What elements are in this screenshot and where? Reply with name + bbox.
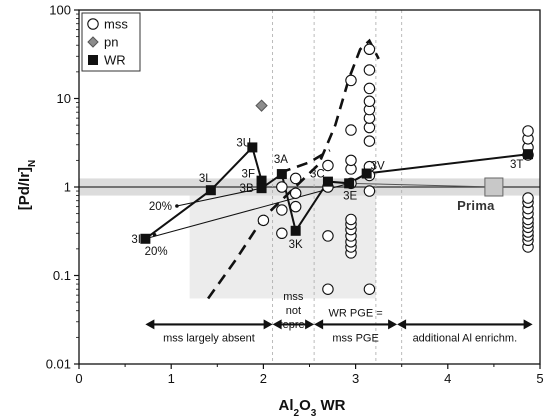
wr-label-3U: 3U	[236, 137, 251, 149]
axes-layer: 0 1 2 3 4 5 0.01 0.1 1 10 100	[46, 3, 544, 387]
wr-point-3T	[523, 149, 534, 160]
wr-label-3V: 3V	[371, 161, 385, 173]
mss-point-1	[276, 227, 288, 240]
mixing-line-upper	[176, 187, 262, 207]
mss-point-7	[322, 283, 334, 295]
legend-marker-pn	[87, 36, 99, 48]
region-label-bg-2	[410, 330, 519, 345]
wr-point-3I	[140, 233, 151, 244]
region-label-bg-1	[167, 330, 252, 345]
legend-label-pn: pn	[104, 35, 118, 50]
mss-point-27	[363, 135, 376, 147]
x-tick-label-2: 2	[260, 371, 267, 386]
wr-label-3F: 3F	[242, 169, 255, 181]
pct-dot-1	[152, 233, 157, 237]
pct-label-1: 20%	[145, 246, 168, 258]
mss-point-17	[345, 213, 357, 226]
region-label-c-1: mss PGE	[332, 332, 378, 344]
y-tick-label-1: 0.1	[53, 268, 71, 283]
region-arrow-left-1	[145, 319, 155, 330]
x-tick-label-3: 3	[352, 371, 359, 386]
legend-label-wr: WR	[104, 53, 126, 68]
legend-label-mss: mss	[104, 17, 128, 32]
mss-point-20	[345, 154, 357, 167]
mss-point-23	[363, 283, 376, 295]
labels-layer: 3I 3L 3U 3F 3B 3A 3K 3C 3E 3V 3T 20% 20% Prima mss lar…	[81, 12, 533, 345]
dashed-envelope-curve	[207, 38, 380, 300]
prima-tie-line	[349, 182, 494, 188]
region-label-c-0: WR PGE =	[329, 307, 383, 319]
wr-point-3V	[361, 168, 372, 179]
wr-point-3E	[344, 178, 355, 189]
dashed-upper-curve	[279, 149, 331, 174]
pct-dot-2	[175, 204, 179, 208]
y-tick-label-0: 0.01	[46, 357, 71, 372]
x-tick-label-1: 1	[168, 371, 175, 386]
region-label-a-0: mss largely absent	[163, 332, 255, 344]
mss-point-32	[363, 82, 376, 95]
pn-point-0	[255, 99, 268, 112]
mss-point-21	[345, 124, 357, 136]
mss-point-8	[322, 230, 334, 242]
prima-point	[484, 177, 504, 197]
wr-point-3C	[322, 176, 333, 187]
mixing-line-lower	[145, 182, 350, 240]
region-arrow-right-4	[523, 319, 533, 330]
y-tick-label-3: 10	[57, 91, 71, 106]
mss-point-4	[289, 200, 302, 213]
mss-point-3	[276, 181, 288, 193]
region-arrow-right-2	[305, 319, 315, 330]
region-label-d-0: additional Al enrichm.	[413, 332, 518, 344]
region-label-b-2: repre.	[279, 319, 308, 331]
prima-label: Prima	[457, 198, 495, 213]
y-tick-label-2: 1	[64, 180, 71, 195]
wr-point-3L	[205, 185, 216, 196]
background-layer	[79, 10, 540, 364]
region-arrow-left-4	[397, 319, 407, 330]
wr-label-3B: 3B	[240, 183, 254, 195]
wr-point-3A	[276, 169, 287, 180]
wr-label-3T: 3T	[510, 159, 523, 171]
x-tick-label-5: 5	[536, 371, 543, 386]
wr-point-3B	[256, 183, 267, 194]
wr-label-3L: 3L	[199, 173, 212, 185]
mss-point-6	[289, 172, 302, 185]
mss-point-49	[522, 125, 534, 137]
region-arrow-left-2	[272, 319, 282, 330]
region-arrow-right-1	[263, 319, 273, 330]
wr-label-3E: 3E	[343, 190, 357, 202]
wr-label-3A: 3A	[274, 154, 288, 166]
x-axis-title: Al2O3 WR	[279, 397, 346, 419]
mss-point-0	[257, 214, 270, 227]
mss-point-45	[522, 192, 534, 204]
y-tick-label-4: 100	[49, 3, 71, 18]
mss-point-5	[289, 187, 302, 199]
mss-point-33	[363, 64, 376, 76]
region-label-b-0: mss	[283, 291, 304, 303]
wr-label-3K: 3K	[289, 239, 303, 251]
mss-point-22	[345, 74, 357, 87]
mss-point-34	[363, 43, 376, 56]
mss-point-24	[363, 185, 376, 197]
legend-marker-wr	[88, 55, 98, 65]
mss-point-31	[363, 95, 376, 108]
mss-point-10	[322, 159, 334, 172]
wr-label-3I: 3I	[131, 234, 141, 246]
wr-label-3C: 3C	[310, 169, 325, 181]
x-tick-label-4: 4	[444, 371, 451, 386]
legend-marker-mss	[87, 18, 99, 30]
y-axis-title: [Pd/Ir]N	[16, 160, 38, 211]
wr-point-3U	[247, 142, 258, 153]
mss-point-2	[276, 204, 288, 216]
wr-point-3K	[290, 225, 301, 236]
pct-label-2: 20%	[149, 201, 172, 213]
region-arrow-right-3	[388, 319, 398, 330]
points-layer	[140, 43, 534, 295]
x-tick-label-0: 0	[75, 371, 82, 386]
region-arrow-left-3	[314, 319, 324, 330]
region-label-b-1: not	[286, 305, 301, 317]
wr-point-3F	[256, 175, 267, 186]
